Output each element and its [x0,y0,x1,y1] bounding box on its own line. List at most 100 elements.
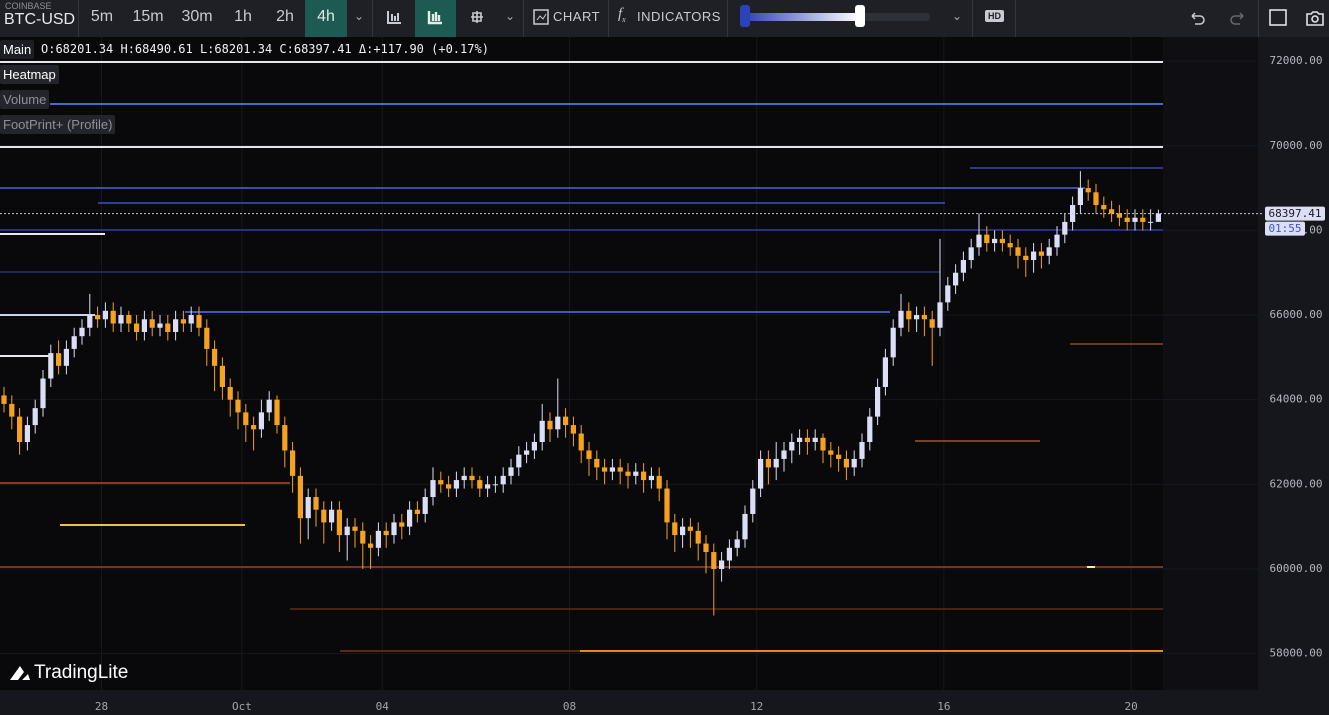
candle-body [890,327,896,358]
candle-body [570,425,576,434]
fullscreen-icon[interactable] [1268,8,1288,28]
candle-body [282,425,288,451]
slider-handle-left[interactable] [740,5,750,27]
candle-chart-icon[interactable] [426,8,444,26]
candle-body [859,442,865,459]
timeframe-dropdown[interactable]: ⌄ [354,9,365,23]
candle-body [196,315,202,328]
candle-body [633,471,639,476]
timeframe-button[interactable]: 1h [234,8,252,25]
separator [1015,0,1016,37]
candle-body [321,509,327,523]
layer-label[interactable]: Volume [0,90,50,109]
screenshot-icon[interactable] [1305,8,1325,28]
y-tick-label: 66000.00 [1270,308,1323,321]
candle-body [937,302,943,328]
candle-body [789,442,795,451]
candle-body [703,543,709,553]
layer-label[interactable]: Heatmap [0,65,59,84]
separator [608,0,609,37]
candle-body [1148,221,1154,223]
timeframe-button[interactable]: 2h [276,8,294,25]
redo-icon[interactable] [1229,9,1247,27]
candle-body [586,450,592,459]
indicators-button[interactable]: INDICATORS [637,9,721,24]
separator [972,0,973,37]
candle-body [173,319,179,332]
candle-body [563,416,569,426]
candle-body [500,475,506,485]
layout-icon[interactable] [468,8,486,26]
bar-chart-icon[interactable] [385,8,403,26]
candle-body [524,450,530,455]
layout-dropdown[interactable]: ⌄ [505,9,516,23]
ohlc-readout: O:68201.34 H:68490.61 L:68201.34 C:68397… [41,42,489,56]
price-axis [1258,37,1329,715]
chart-icon[interactable] [533,9,549,25]
candle-body [188,315,194,324]
candle-body [656,475,662,489]
candle-body [648,475,654,481]
slider-fill [742,13,860,21]
candle-body [1124,217,1130,222]
candle-body [165,323,171,332]
candle-body [758,458,764,489]
y-tick-label: 72000.00 [1270,54,1323,67]
slider-dropdown[interactable]: ⌄ [952,9,963,23]
candle-body [734,539,740,548]
candle-body [399,522,405,527]
main-pane-label[interactable]: Main [0,40,35,59]
candle-body [992,238,998,244]
candle-body [726,547,732,561]
candle-body [204,327,210,349]
timer-label: 01:55 [1268,222,1301,235]
timeframe-button[interactable]: 15m [132,8,164,25]
candle-body [1093,192,1099,206]
x-tick-label: 16 [937,700,950,713]
candle-body [446,484,452,489]
candle-body [836,454,842,459]
hd-badge[interactable]: HD [985,10,1004,22]
candle-body [641,471,647,481]
candle-body [1007,243,1013,248]
separator [727,0,728,37]
candle-body [9,403,15,417]
candle-body [602,467,608,472]
chart-button[interactable]: CHART [553,9,601,24]
symbol[interactable]: BTC-USD [4,11,76,28]
candle-body [258,412,264,430]
candle-body [820,437,826,451]
timeframe-button[interactable]: 5m [90,8,114,25]
candle-body [422,497,428,514]
candle-body [407,509,413,527]
time-axis [0,690,1258,715]
y-tick-label: 64000.00 [1270,393,1323,406]
candle-body [48,353,54,379]
timeframe-button[interactable]: 4h [305,0,347,37]
candle-body [921,315,927,320]
candle-body [313,497,319,510]
candle-body [968,247,974,261]
candle-body [56,353,62,366]
candle-body [71,336,77,349]
timeframe-button[interactable]: 30m [181,8,213,25]
x-tick-label: 28 [95,700,108,713]
candle-body [461,475,467,481]
separator [372,0,373,37]
y-tick-label: 60000.00 [1270,562,1323,575]
candle-body [578,433,584,451]
candle-body [664,488,670,523]
layer-label[interactable]: FootPrint+ (Profile) [0,115,116,134]
candle-body [999,238,1005,244]
candle-body [453,480,459,489]
candle-body [305,497,311,519]
slider-handle-right[interactable] [855,5,865,27]
undo-icon[interactable] [1188,9,1206,27]
x-tick-label: 04 [376,700,390,713]
candle-body [1031,251,1037,261]
candle-body [1046,247,1052,256]
indicators-icon[interactable]: fx [618,6,626,24]
candle-body [251,425,257,430]
candle-body [914,315,920,320]
candle-body [383,530,389,536]
